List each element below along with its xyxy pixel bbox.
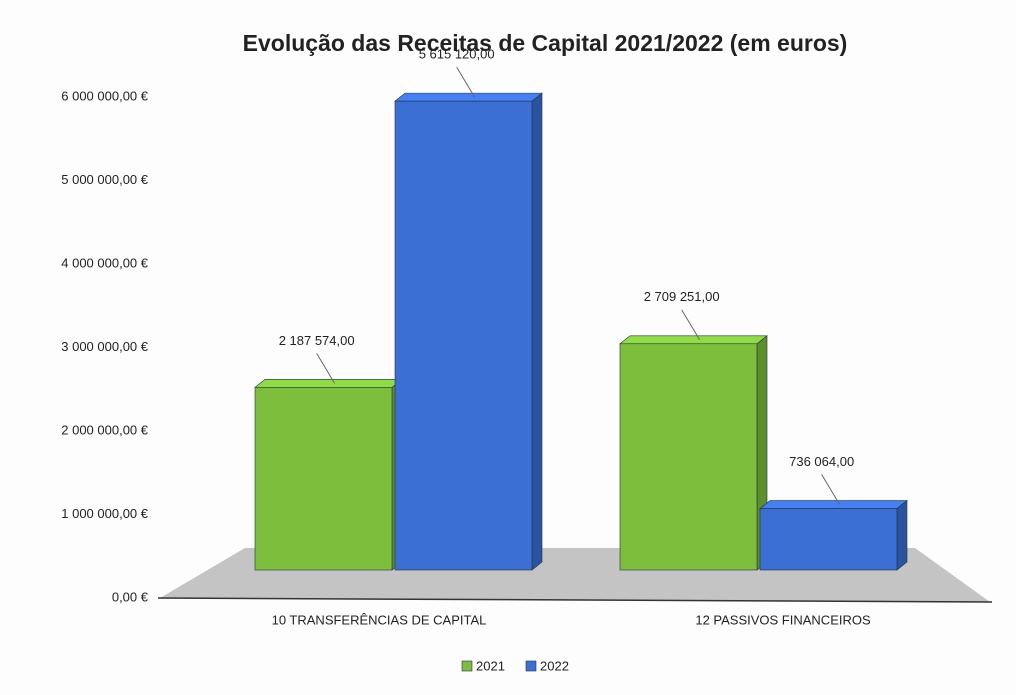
- y-tick-label: 2 000 000,00 €: [61, 422, 149, 437]
- leader-line: [316, 353, 336, 384]
- bar-side: [896, 499, 908, 571]
- y-tick-label: 6 000 000,00 €: [61, 88, 149, 103]
- legend-swatch: [461, 660, 473, 672]
- x-tick-label: 10 TRANSFERÊNCIAS DE CAPITAL: [272, 612, 487, 627]
- bar-top: [394, 92, 543, 102]
- y-tick-label: 1 000 000,00 €: [61, 506, 149, 521]
- legend-label: 2021: [476, 658, 505, 673]
- y-tick-label: 5 000 000,00 €: [61, 172, 149, 187]
- leader-line: [681, 309, 701, 341]
- bar-side: [531, 92, 543, 571]
- chart-title: Evolução das Receitas de Capital 2021/20…: [243, 30, 848, 56]
- bar: [759, 508, 898, 571]
- x-axis: [157, 597, 993, 603]
- y-tick-label: 0,00 €: [112, 589, 149, 604]
- bar: [619, 343, 758, 571]
- legend-swatch: [525, 660, 537, 672]
- data-label: 736 064,00: [789, 454, 854, 469]
- leader-line: [456, 66, 476, 98]
- leader-line: [821, 474, 841, 505]
- y-tick-label: 4 000 000,00 €: [61, 255, 149, 270]
- data-label: 5 615 120,00: [419, 47, 495, 62]
- data-label: 2 187 574,00: [279, 333, 355, 348]
- y-tick-label: 3 000 000,00 €: [61, 339, 149, 354]
- bar-top: [619, 335, 768, 345]
- legend-label: 2022: [540, 658, 569, 673]
- data-label: 2 709 251,00: [644, 289, 720, 304]
- x-tick-label: 12 PASSIVOS FINANCEIROS: [695, 612, 871, 627]
- bar: [394, 100, 533, 571]
- bar: [254, 387, 393, 571]
- bar-top: [254, 379, 403, 388]
- bar-top: [759, 500, 908, 509]
